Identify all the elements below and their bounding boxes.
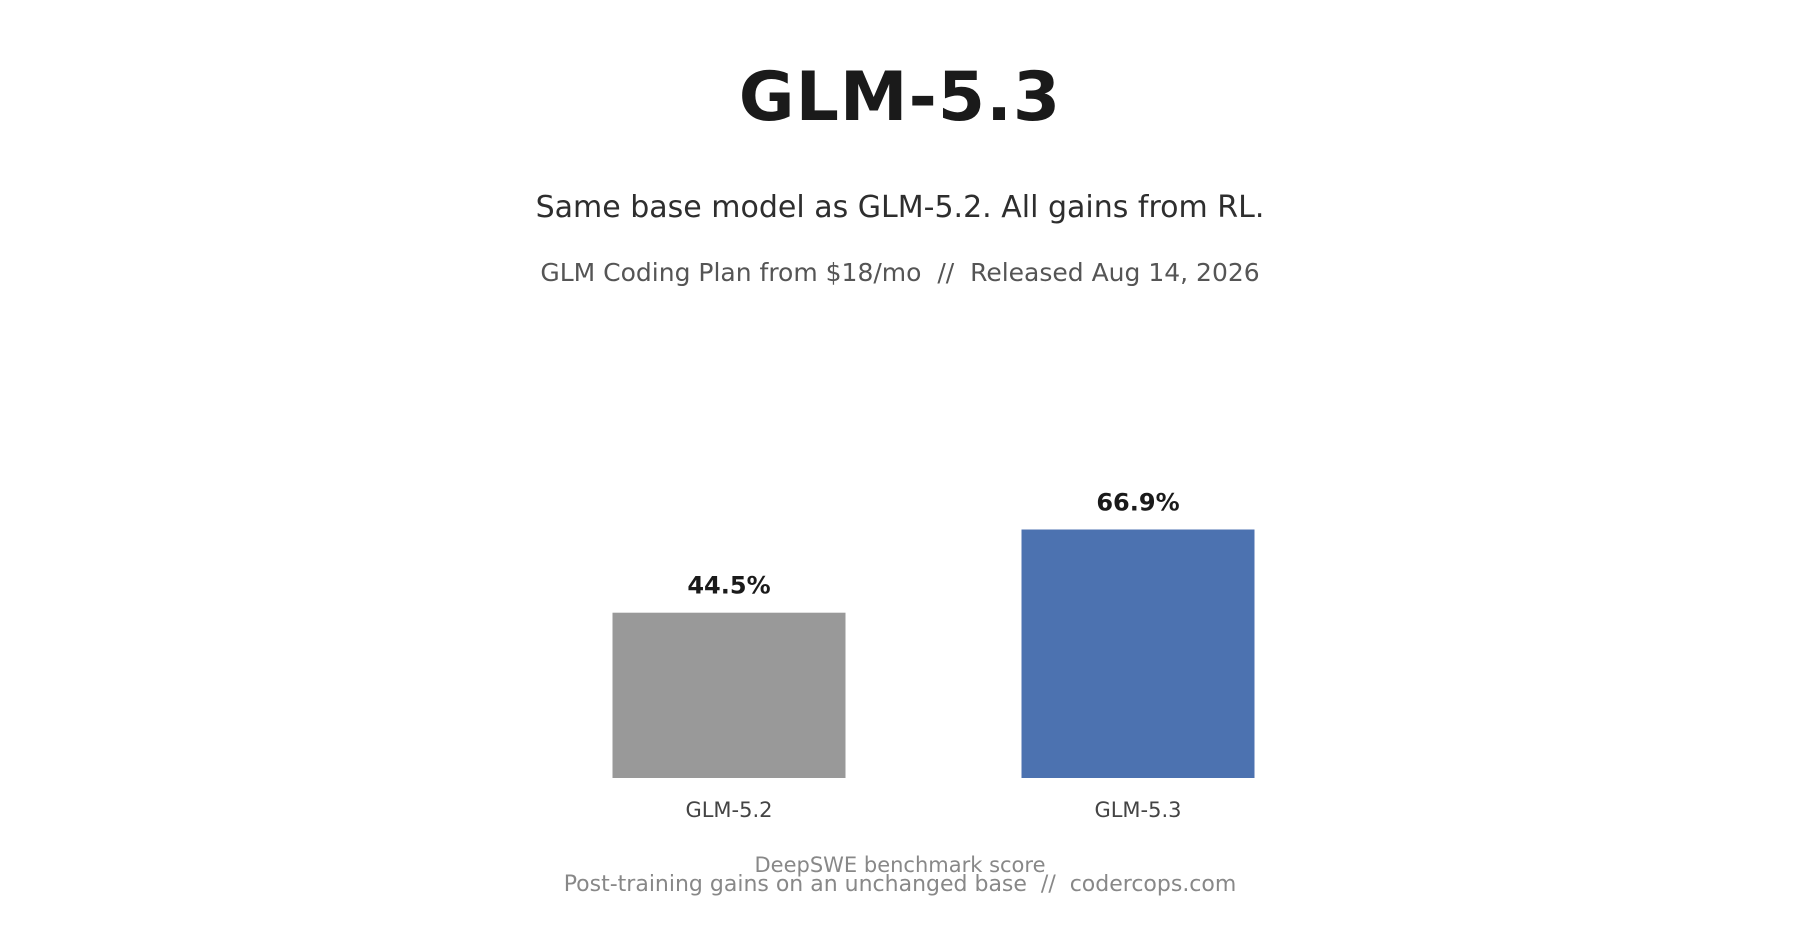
footer-caption: Post-training gains on an unchanged base… bbox=[563, 872, 1237, 897]
bar-value-label: 44.5% bbox=[687, 572, 770, 600]
bar-glm-5-3 bbox=[1021, 529, 1255, 778]
x-tick-label: GLM-5.3 bbox=[1094, 798, 1181, 822]
page-subtitle: Same base model as GLM-5.2. All gains fr… bbox=[535, 190, 1265, 225]
x-axis-label: DeepSWE benchmark score bbox=[754, 853, 1046, 877]
page-title: GLM-5.3 bbox=[738, 58, 1062, 137]
bar-value-label: 66.9% bbox=[1096, 489, 1179, 517]
bar-glm-5-2 bbox=[612, 612, 846, 778]
page-tagline: GLM Coding Plan from $18/mo // Released … bbox=[540, 258, 1260, 287]
x-tick-label: GLM-5.2 bbox=[685, 798, 772, 822]
